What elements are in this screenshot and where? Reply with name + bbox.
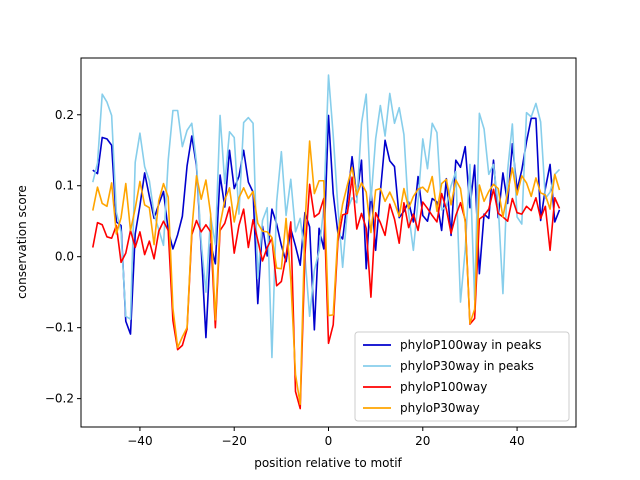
legend-label-1: phyloP100way in peaks	[400, 338, 542, 352]
y-tick-label: −0.2	[45, 392, 74, 406]
legend-box	[354, 331, 570, 422]
legend-label-3: phyloP100way	[400, 380, 487, 394]
legend-items: phyloP100way in peaks phyloP30way in peak…	[363, 338, 542, 415]
y-tick-label: −0.1	[45, 321, 74, 335]
y-tick-label: 0.0	[55, 250, 74, 264]
x-tick-label: −20	[222, 434, 247, 448]
x-tick-label: −40	[127, 434, 152, 448]
series-line-2	[92, 74, 561, 359]
series-line-4	[92, 140, 561, 406]
y-tick-label: 0.2	[55, 108, 74, 122]
legend-label-2: phyloP30way in peaks	[400, 359, 534, 373]
legend: phyloP100way in peaks phyloP30way in peak…	[354, 331, 570, 422]
x-axis-label: position relative to motif	[254, 456, 402, 470]
x-tick-label: 40	[509, 434, 524, 448]
axis-ticks: −40 −20 0 20 40 −0.2 −0.1 0.0 0.1 0.2	[45, 108, 525, 448]
series-layer	[92, 74, 561, 410]
y-tick-label: 0.1	[55, 179, 74, 193]
x-tick-label: 20	[415, 434, 430, 448]
legend-label-4: phyloP30way	[400, 401, 480, 415]
x-tick-label: 0	[325, 434, 333, 448]
y-axis-label: conservation score	[15, 185, 29, 299]
